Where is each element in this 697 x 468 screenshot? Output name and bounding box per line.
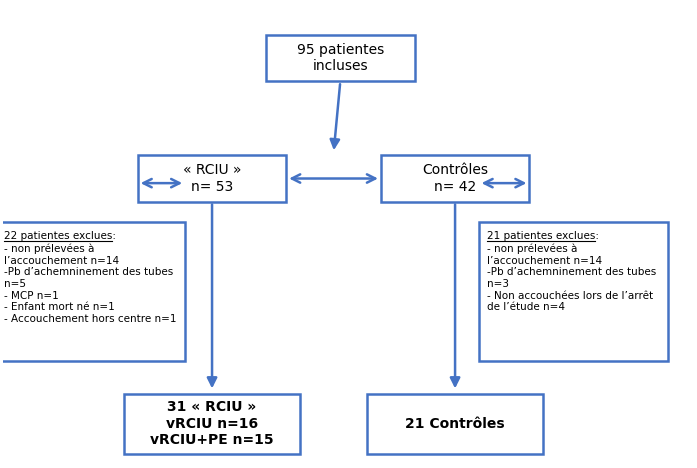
Text: Contrôles
n= 42: Contrôles n= 42: [422, 163, 488, 194]
FancyBboxPatch shape: [124, 394, 300, 453]
Text: 95 patientes
incluses: 95 patientes incluses: [297, 43, 384, 73]
Text: 31 « RCIU »
vRCIU n=16
vRCIU+PE n=15: 31 « RCIU » vRCIU n=16 vRCIU+PE n=15: [151, 401, 274, 447]
FancyBboxPatch shape: [367, 394, 543, 453]
FancyBboxPatch shape: [479, 222, 668, 361]
Text: - non prélevées à
l’accouchement n=14
-Pb d’achemninement des tubes
n=5
- MCP n=: - non prélevées à l’accouchement n=14 -P…: [4, 244, 176, 324]
FancyBboxPatch shape: [138, 155, 286, 202]
Text: - non prélevées à
l’accouchement n=14
-Pb d’achemninement des tubes
n=3
- Non ac: - non prélevées à l’accouchement n=14 -P…: [487, 244, 656, 312]
Text: 22 patientes exclues:: 22 patientes exclues:: [4, 231, 116, 241]
FancyBboxPatch shape: [381, 155, 529, 202]
Text: 21 patientes exclues:: 21 patientes exclues:: [487, 231, 599, 241]
FancyBboxPatch shape: [0, 222, 185, 361]
Text: 21 Contrôles: 21 Contrôles: [405, 417, 505, 431]
FancyBboxPatch shape: [266, 35, 415, 81]
Text: « RCIU »
n= 53: « RCIU » n= 53: [183, 163, 241, 194]
